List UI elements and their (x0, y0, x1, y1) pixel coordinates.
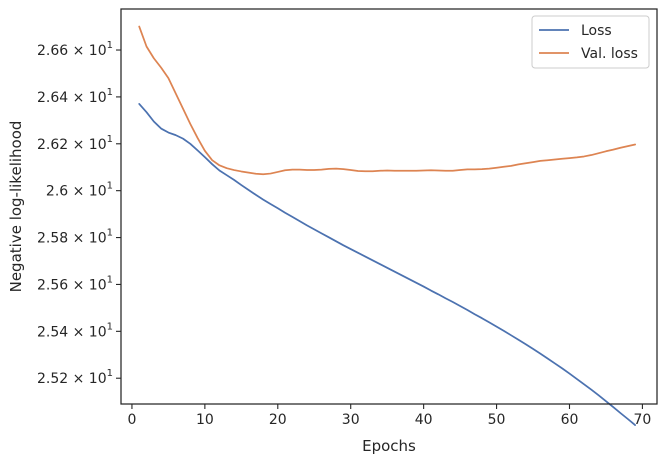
x-tick-label: 60 (561, 412, 579, 428)
plot-frame (120, 8, 658, 405)
y-tick-label: 2.62 × 101 (37, 134, 113, 153)
y-tick-label: 2.58 × 101 (37, 228, 113, 247)
legend-label-val-loss: Val. loss (581, 46, 638, 62)
legend-box (531, 15, 650, 69)
series-line-loss (138, 103, 636, 426)
x-tick-label: 40 (415, 412, 433, 428)
x-tick-label: 50 (488, 412, 506, 428)
axes: 0 10 20 30 40 50 60 70 2.52 × 101 2.54 × 101 2.56 … (37, 8, 658, 428)
y-tick-label: 2.66 × 101 (37, 40, 113, 59)
x-tick-label: 20 (269, 412, 287, 428)
y-tick-label: 2.56 × 101 (37, 274, 113, 293)
legend: Loss Val. loss (531, 15, 650, 69)
x-tick-label: 0 (127, 412, 136, 428)
x-axis-label: Epochs (362, 437, 416, 455)
y-tick-label: 2.52 × 101 (37, 368, 113, 387)
series-line-val-loss (138, 25, 636, 176)
x-tick-label: 30 (342, 412, 360, 428)
plot-area (138, 25, 636, 426)
y-axis-label: Negative log-likelihood (7, 121, 25, 293)
y-tick-label: 2.54 × 101 (37, 321, 113, 340)
x-tick-label: 10 (196, 412, 214, 428)
legend-label-loss: Loss (581, 23, 612, 39)
y-tick-label: 2.6 × 101 (46, 181, 113, 200)
y-tick-label: 2.64 × 101 (37, 87, 113, 106)
x-tick-label: 70 (634, 412, 652, 428)
